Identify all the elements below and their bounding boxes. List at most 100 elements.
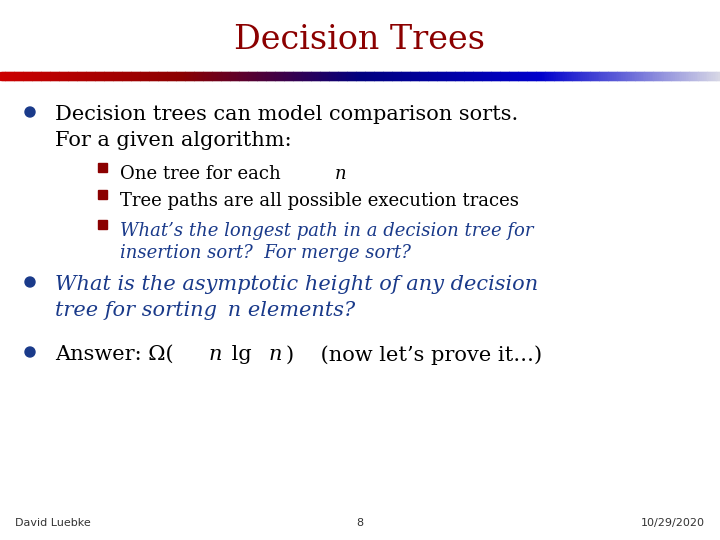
Bar	[227, 72, 230, 80]
Bar	[693, 72, 696, 80]
Bar	[563, 72, 566, 80]
Bar	[662, 72, 665, 80]
Bar	[104, 72, 107, 80]
Bar	[549, 72, 552, 80]
Bar	[659, 72, 662, 80]
Bar	[256, 72, 258, 80]
Bar	[680, 72, 683, 80]
Bar	[474, 72, 476, 80]
Bar	[481, 72, 483, 80]
Bar	[527, 72, 530, 80]
Bar	[98, 163, 107, 172]
Bar	[402, 72, 404, 80]
Bar	[162, 72, 165, 80]
Bar	[328, 72, 330, 80]
Bar	[571, 72, 573, 80]
Text: 8: 8	[356, 518, 364, 528]
Bar	[138, 72, 141, 80]
Bar	[54, 72, 57, 80]
Bar	[32, 72, 35, 80]
Bar	[71, 72, 73, 80]
Bar	[508, 72, 510, 80]
Bar	[446, 72, 449, 80]
Bar	[544, 72, 546, 80]
Bar	[272, 72, 274, 80]
Bar	[204, 72, 206, 80]
Bar	[625, 72, 627, 80]
Bar	[612, 72, 615, 80]
Bar	[94, 72, 96, 80]
Bar	[284, 72, 287, 80]
Bar	[351, 72, 354, 80]
Bar	[200, 72, 202, 80]
Bar	[438, 72, 440, 80]
Bar	[229, 72, 231, 80]
Bar	[475, 72, 478, 80]
Bar	[428, 72, 431, 80]
Bar	[166, 72, 168, 80]
Bar	[425, 72, 428, 80]
Bar	[248, 72, 251, 80]
Bar	[590, 72, 593, 80]
Bar	[407, 72, 410, 80]
Bar	[369, 72, 372, 80]
Bar	[649, 72, 652, 80]
Bar	[486, 72, 489, 80]
Bar	[374, 72, 377, 80]
Bar	[323, 72, 325, 80]
Bar	[365, 72, 368, 80]
Bar	[706, 72, 708, 80]
Bar	[391, 72, 393, 80]
Bar	[601, 72, 604, 80]
Bar	[125, 72, 127, 80]
Circle shape	[25, 107, 35, 117]
Bar	[603, 72, 606, 80]
Bar	[668, 72, 670, 80]
Bar	[47, 72, 50, 80]
Bar	[58, 72, 60, 80]
Bar	[173, 72, 176, 80]
Bar	[594, 72, 597, 80]
Bar	[164, 72, 166, 80]
Bar	[109, 72, 112, 80]
Text: Decision trees can model comparison sorts.: Decision trees can model comparison sort…	[55, 105, 518, 124]
Bar	[78, 72, 80, 80]
Bar	[518, 72, 521, 80]
Bar	[232, 72, 235, 80]
Bar	[400, 72, 402, 80]
Bar	[628, 72, 631, 80]
Bar	[383, 72, 386, 80]
Bar	[187, 72, 190, 80]
Bar	[510, 72, 512, 80]
Bar	[310, 72, 312, 80]
Bar	[611, 72, 613, 80]
Bar	[186, 72, 188, 80]
Bar	[505, 72, 508, 80]
Bar	[304, 72, 307, 80]
Bar	[308, 72, 310, 80]
Bar	[22, 72, 24, 80]
Bar	[160, 72, 163, 80]
Bar	[702, 72, 705, 80]
Bar	[606, 72, 609, 80]
Bar	[202, 72, 204, 80]
Bar	[533, 72, 536, 80]
Bar	[135, 72, 138, 80]
Bar	[553, 72, 555, 80]
Bar	[587, 72, 590, 80]
Text: lg: lg	[225, 345, 258, 364]
Bar	[11, 72, 14, 80]
Circle shape	[25, 277, 35, 287]
Bar	[467, 72, 469, 80]
Bar	[313, 72, 316, 80]
Bar	[504, 72, 507, 80]
Bar	[236, 72, 238, 80]
Bar	[392, 72, 395, 80]
Bar	[713, 72, 716, 80]
Bar	[389, 72, 392, 80]
Bar	[30, 72, 33, 80]
Bar	[567, 72, 570, 80]
Bar	[353, 72, 356, 80]
Bar	[515, 72, 518, 80]
Bar	[395, 72, 397, 80]
